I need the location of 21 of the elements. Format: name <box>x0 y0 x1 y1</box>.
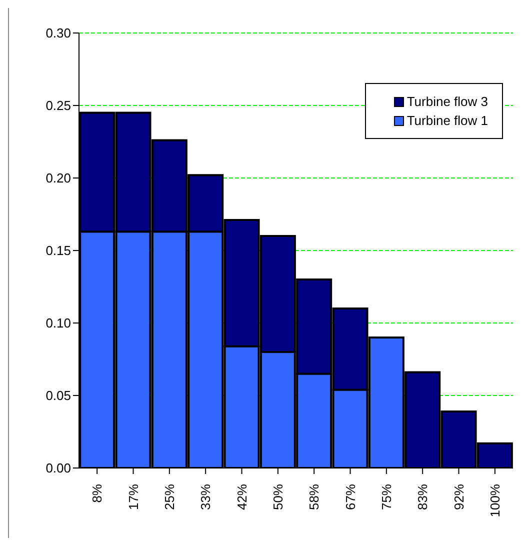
legend-label: Turbine flow 3 <box>406 94 488 109</box>
x-tick-label: 25% <box>162 484 177 510</box>
y-tick-label: 0.15 <box>46 243 71 258</box>
x-tick-label: 8% <box>90 484 105 503</box>
x-tick-label: 42% <box>234 484 250 510</box>
x-tick-label: 50% <box>270 484 286 510</box>
y-tick-label: 0.05 <box>46 388 71 404</box>
x-tick-label: 92% <box>451 484 466 510</box>
y-tick-label: 0.20 <box>46 170 71 186</box>
y-tick-label: 0.25 <box>46 98 71 114</box>
x-tick-label: 100% <box>487 484 502 518</box>
x-tick-label: 33% <box>198 484 214 510</box>
y-tick-label: 0.30 <box>46 26 71 41</box>
x-tick-label: 58% <box>306 484 322 510</box>
y-tick-label: 0.00 <box>46 460 71 476</box>
legend-label: Turbine flow 1 <box>406 113 488 128</box>
x-tick-label: 67% <box>342 484 358 510</box>
x-tick-label: 83% <box>415 484 430 510</box>
y-tick-label: 0.10 <box>46 316 71 331</box>
x-tick-label: 17% <box>126 484 141 510</box>
x-tick-label: 75% <box>378 484 394 510</box>
